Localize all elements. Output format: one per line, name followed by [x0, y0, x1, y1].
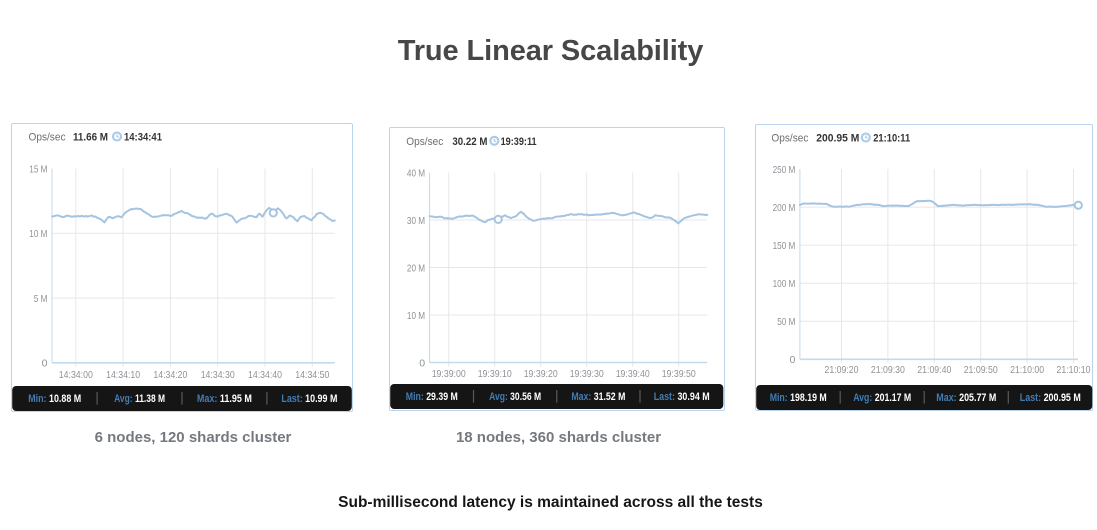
svg-text:19:39:50: 19:39:50 — [662, 368, 696, 380]
svg-text:21:09:30: 21:09:30 — [870, 364, 904, 376]
svg-text:150 M: 150 M — [772, 240, 795, 252]
svg-text:Max: 31.52 M: Max: 31.52 M — [571, 391, 625, 403]
svg-text:Avg: 30.56 M: Avg: 30.56 M — [489, 391, 541, 403]
svg-text:0: 0 — [789, 354, 795, 366]
svg-text:Avg: 11.38 M: Avg: 11.38 M — [114, 393, 165, 405]
svg-text:Avg: 201.17 M: Avg: 201.17 M — [853, 392, 911, 404]
svg-text:Last: 30.94 M: Last: 30.94 M — [654, 391, 710, 403]
svg-text:Ops/sec: Ops/sec — [406, 136, 443, 148]
svg-text:14:34:00: 14:34:00 — [58, 369, 92, 381]
svg-text:19:39:00: 19:39:00 — [432, 368, 466, 380]
svg-text:21:10:10: 21:10:10 — [1056, 364, 1090, 376]
svg-text:0: 0 — [41, 358, 47, 370]
svg-text:Min: 10.88 M: Min: 10.88 M — [28, 393, 81, 405]
svg-text:14:34:50: 14:34:50 — [295, 369, 329, 381]
svg-text:10 M: 10 M — [407, 310, 425, 322]
svg-text:14:34:41: 14:34:41 — [124, 132, 162, 144]
svg-text:21:09:50: 21:09:50 — [963, 364, 997, 376]
svg-text:Max: 205.77 M: Max: 205.77 M — [936, 392, 996, 404]
svg-text:14:34:20: 14:34:20 — [153, 369, 187, 381]
svg-text:Min: 29.39 M: Min: 29.39 M — [406, 391, 458, 403]
svg-text:21:10:00: 21:10:00 — [1010, 364, 1044, 376]
svg-text:Ops/sec: Ops/sec — [771, 133, 808, 145]
svg-text:30.22 M: 30.22 M — [452, 136, 487, 148]
svg-text:14:34:10: 14:34:10 — [106, 369, 140, 381]
svg-text:Min: 198.19 M: Min: 198.19 M — [769, 392, 826, 404]
svg-text:30 M: 30 M — [407, 215, 425, 227]
svg-text:19:39:20: 19:39:20 — [524, 368, 558, 380]
svg-text:14:34:40: 14:34:40 — [248, 369, 282, 381]
svg-text:15 M: 15 M — [29, 163, 47, 175]
svg-text:19:39:11: 19:39:11 — [501, 136, 537, 148]
svg-text:50 M: 50 M — [777, 316, 795, 328]
svg-text:5 M: 5 M — [33, 293, 47, 305]
svg-text:200.95 M: 200.95 M — [816, 133, 859, 145]
svg-text:10 M: 10 M — [29, 228, 47, 240]
svg-text:Last: 200.95 M: Last: 200.95 M — [1019, 392, 1080, 404]
svg-text:21:10:11: 21:10:11 — [873, 133, 910, 145]
svg-text:40 M: 40 M — [407, 167, 425, 179]
svg-text:21:09:40: 21:09:40 — [917, 364, 951, 376]
svg-text:Last: 10.99 M: Last: 10.99 M — [281, 393, 337, 405]
svg-text:19:39:30: 19:39:30 — [570, 368, 604, 380]
svg-text:20 M: 20 M — [407, 262, 425, 274]
svg-text:0: 0 — [419, 357, 425, 369]
svg-text:Max: 11.95 M: Max: 11.95 M — [196, 393, 251, 405]
svg-text:11.66 M: 11.66 M — [73, 132, 108, 144]
svg-text:14:34:30: 14:34:30 — [200, 369, 234, 381]
svg-text:19:39:10: 19:39:10 — [478, 368, 512, 380]
svg-text:100 M: 100 M — [772, 278, 795, 290]
svg-text:250 M: 250 M — [772, 164, 795, 176]
svg-text:19:39:40: 19:39:40 — [616, 368, 650, 380]
svg-text:200 M: 200 M — [772, 202, 795, 214]
svg-text:21:09:20: 21:09:20 — [824, 364, 858, 376]
svg-text:Ops/sec: Ops/sec — [28, 132, 65, 144]
